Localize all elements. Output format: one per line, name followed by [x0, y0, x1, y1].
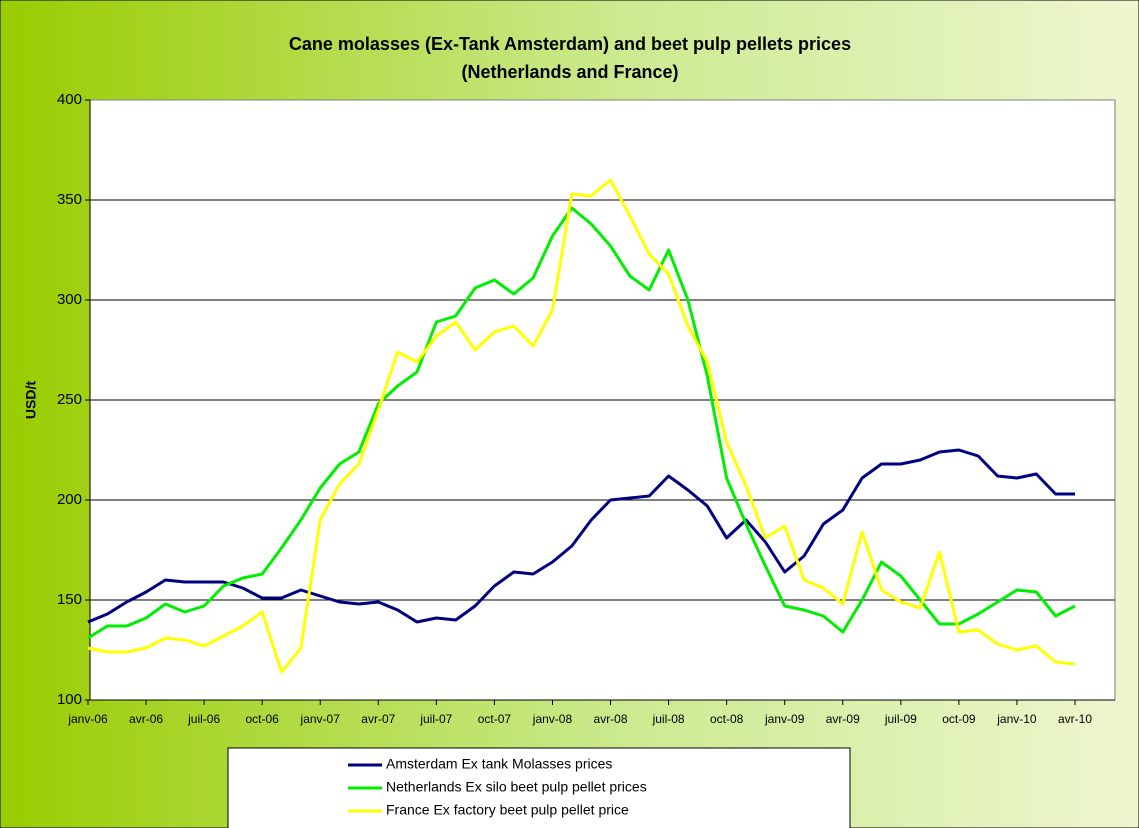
chart-title: Cane molasses (Ex-Tank Amsterdam) and be…	[289, 34, 851, 54]
x-tick-label: avr-07	[361, 712, 395, 726]
x-tick-label: oct-08	[710, 712, 744, 726]
x-tick-label: janv-07	[300, 712, 341, 726]
x-tick-label: avr-09	[826, 712, 860, 726]
x-tick-label: oct-07	[478, 712, 512, 726]
legend	[227, 747, 851, 828]
x-tick-label: janv-06	[67, 712, 108, 726]
x-tick-label: janv-10	[996, 712, 1037, 726]
y-tick-label: 400	[57, 91, 82, 108]
x-tick-label: janv-09	[764, 712, 805, 726]
x-tick-label: juil-09	[884, 712, 917, 726]
chart-title: (Netherlands and France)	[461, 62, 678, 82]
legend-label: France Ex factory beet pulp pellet price	[386, 802, 629, 818]
x-tick-label: oct-06	[245, 712, 279, 726]
y-tick-label: 150	[57, 591, 82, 608]
legend-label: Netherlands Ex silo beet pulp pellet pri…	[386, 779, 647, 795]
x-tick-label: avr-08	[594, 712, 628, 726]
x-tick-label: juil-08	[652, 712, 685, 726]
series-line	[87, 178, 1076, 674]
y-tick-label: 350	[57, 191, 82, 208]
x-tick-label: juil-06	[187, 712, 220, 726]
y-tick-label: 300	[57, 291, 82, 308]
x-tick-label: juil-07	[419, 712, 452, 726]
x-tick-label: oct-09	[942, 712, 976, 726]
legend-label: Amsterdam Ex tank Molasses prices	[386, 756, 612, 772]
x-tick-label: avr-10	[1058, 712, 1092, 726]
y-tick-label: 200	[57, 491, 82, 508]
x-tick-label: avr-06	[129, 712, 163, 726]
y-tick-label: 250	[57, 391, 82, 408]
series-line	[87, 448, 1075, 624]
y-tick-label: 100	[57, 691, 82, 708]
x-tick-label: janv-08	[532, 712, 573, 726]
y-axis-label: USD/t	[23, 381, 39, 419]
series-line	[87, 206, 1076, 640]
